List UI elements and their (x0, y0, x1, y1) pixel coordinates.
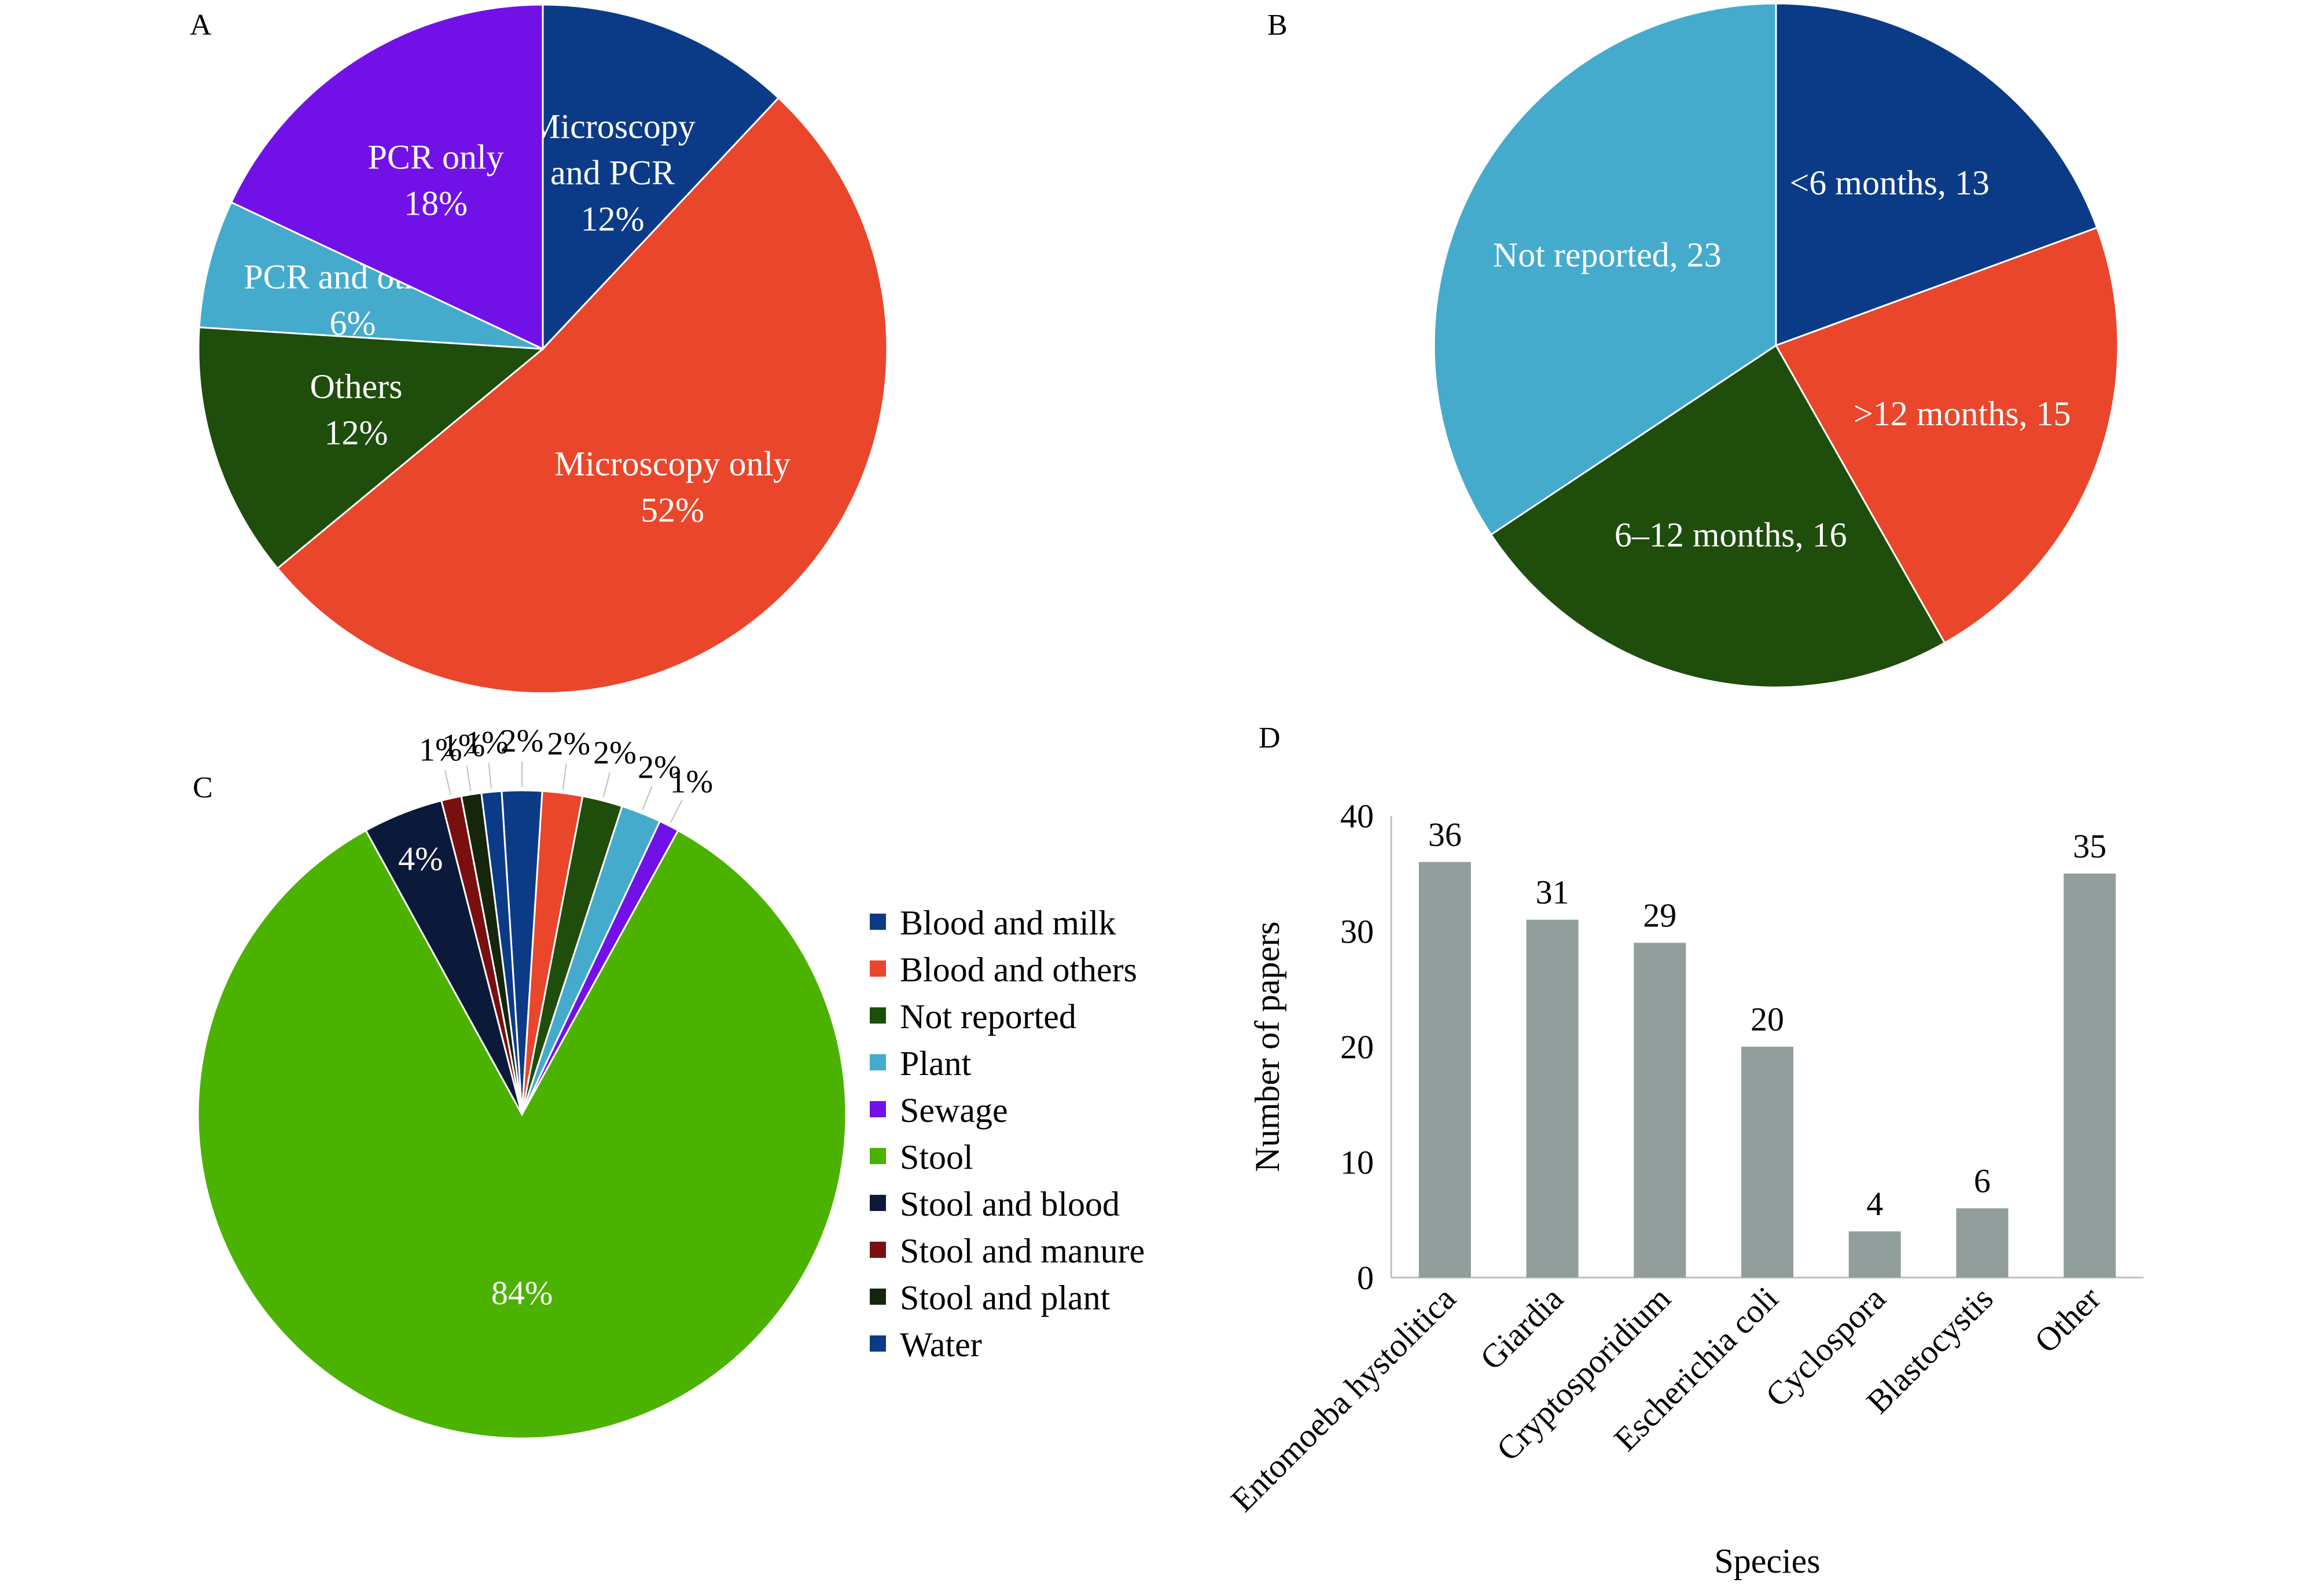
legend-label-water: Water (900, 1326, 982, 1364)
legend-label-sewage: Sewage (900, 1091, 1008, 1129)
pie-b-slice-6-months (1775, 2, 2098, 347)
legend-label-plant: Plant (900, 1044, 972, 1083)
bar-chart-d: 0 10 20 30 40 36 Entomoeba hystolitica 31 Giardi… (1223, 797, 2143, 1580)
bar-d-ytick-1: 10 (1340, 1144, 1374, 1182)
bar-d-datalabel-blastocystis: 6 (1974, 1162, 1991, 1199)
pie-a-slice-others (197, 326, 545, 570)
legend-label-stool-and-plant: Stool and plant (900, 1279, 1110, 1317)
pie-c-leader-stool-and-manure (444, 770, 451, 795)
legend-swatch-stool-and-blood (870, 1195, 886, 1211)
pie-b-slice-not-reported (1433, 2, 1777, 536)
bar-d-bar-other (2064, 873, 2116, 1278)
pie-c-label-stool: 84% (491, 1274, 553, 1312)
panel-label-d: D (1259, 722, 1281, 754)
pie-b-slice-12-months (1774, 226, 2119, 645)
pie-c-label-stool-and-blood: 4% (398, 840, 443, 877)
bar-d-datalabel-entomoeba-hystolitica: 36 (1428, 816, 1462, 853)
pie-c-leader-not-reported (602, 772, 611, 798)
pie-c-label-plant: 2% (638, 749, 681, 785)
legend-label-stool-and-blood: Stool and blood (900, 1185, 1120, 1223)
pie-b-label-6-months-0: <6 months, 13 (1789, 164, 1990, 202)
pie-a-label-microscopy-only-0: Microscopy only (554, 445, 790, 483)
pie-c-leader-plant (642, 786, 653, 811)
pie-b-label-12-months-0: >12 months, 15 (1854, 395, 2071, 433)
pie-a-label-pcr-only-0: PCR only (368, 138, 504, 176)
bar-d-xtick-entomoeba-hystolitica: Entomoeba hystolitica (1223, 1279, 1463, 1519)
legend-swatch-blood-and-others (870, 960, 886, 977)
pie-chart-b: <6 months, 13 >12 months, 15 6–12 months, … (1433, 2, 2119, 689)
pie-b-label-6-12-months-0: 6–12 months, 16 (1615, 516, 1847, 554)
pie-c-leader-blood-and-others (562, 764, 567, 790)
pie-chart-a: Microscopy and PCR 12% Microscopy only 52% Ot… (197, 3, 888, 694)
pie-b-slice-6-12-months (1490, 344, 1946, 689)
pie-a-label-microscopy-and-pcr-0: Microscopy (529, 108, 696, 146)
pie-a-label-others-1: 12% (324, 414, 388, 452)
pie-c-label-sewage: 1% (670, 764, 713, 800)
pie-b-label-not-reported-0: Not reported, 23 (1493, 236, 1722, 274)
pie-chart-c: 2% 2% 2% 2%1%84%4%1%1%1% (197, 723, 847, 1440)
bar-d-datalabel-cyclospora: 4 (1866, 1185, 1883, 1223)
pie-a-slice-pcr-only (230, 3, 544, 351)
pie-a-label-others-0: Others (310, 367, 402, 406)
bar-d-xtick-giardia: Giardia (1473, 1279, 1571, 1377)
pie-c-leader-sewage (670, 800, 683, 823)
pie-c-label-blood-and-others: 2% (547, 726, 591, 762)
pie-a-slice-microscopy-and-pcr (542, 3, 780, 351)
pie-c-label-water: 1% (465, 725, 509, 761)
legend-label-not-reported: Not reported (900, 998, 1076, 1036)
pie-a-label-microscopy-only-1: 52% (641, 491, 704, 529)
bar-d-xtick-other: Other (2027, 1279, 2108, 1360)
bar-d-ytick-3: 30 (1340, 913, 1374, 951)
bar-d-bar-cryptosporidium (1634, 943, 1686, 1278)
bar-d-ylabel: Number of papers (1248, 921, 1286, 1172)
legend-swatch-water (870, 1335, 886, 1352)
panel-label-a: A (190, 9, 212, 42)
bar-d-ytick-2: 20 (1340, 1028, 1374, 1066)
legend-swatch-sewage (870, 1101, 886, 1117)
legend-swatch-blood-and-milk (870, 914, 886, 930)
bar-d-bar-giardia (1526, 919, 1579, 1278)
legend-label-stool-and-manure: Stool and manure (900, 1232, 1145, 1270)
bar-d-ytick-0: 0 (1357, 1259, 1374, 1297)
pie-c-leader-stool-and-plant (466, 765, 472, 792)
pie-a-label-microscopy-and-pcr-1: and PCR (550, 154, 675, 192)
bar-d-datalabel-other: 35 (2073, 827, 2106, 865)
legend-swatch-stool (870, 1148, 886, 1164)
bar-d-xlabel: Species (1714, 1542, 1820, 1580)
bar-d-datalabel-giardia: 31 (1536, 874, 1569, 911)
legend-label-blood-and-milk: Blood and milk (900, 904, 1116, 942)
panel-label-c: C (193, 771, 213, 804)
pie-a-label-microscopy-and-pcr-2: 12% (580, 200, 644, 238)
pie-c-slice-water (480, 790, 523, 1115)
bar-d-bar-entomoeba-hystolitica (1418, 862, 1471, 1278)
pie-a-slice-pcr-and-others (198, 201, 543, 350)
panel-label-b: B (1267, 9, 1288, 42)
bar-d-bar-blastocystis (1956, 1208, 2009, 1278)
pie-c-label-stool-and-manure: 1% (419, 733, 462, 768)
legend-swatch-stool-and-plant (870, 1289, 886, 1305)
pie-a-label-pcr-and-others-1: 6% (330, 304, 376, 343)
legend-label-stool: Stool (900, 1138, 973, 1176)
pie-c-slice-stool (197, 829, 847, 1440)
pie-a-slice-microscopy-only (276, 97, 888, 694)
pie-c-leader-water (488, 763, 492, 789)
bar-d-datalabel-escherichia-coli: 20 (1751, 1000, 1784, 1038)
bar-d-ytick-4: 40 (1340, 797, 1374, 835)
legend-swatch-not-reported (870, 1007, 886, 1024)
bar-d-bar-escherichia-coli (1741, 1047, 1793, 1278)
bar-d-datalabel-cryptosporidium: 29 (1643, 896, 1676, 934)
legend-swatch-plant (870, 1054, 886, 1070)
pie-a-label-pcr-only-1: 18% (404, 185, 468, 223)
pie-c-label-stool-and-plant: 1% (442, 728, 486, 764)
legend-c: Blood and milk Blood and others Not report… (870, 904, 1145, 1364)
pie-c-label-blood-and-milk: 2% (501, 723, 544, 759)
pie-c-label-not-reported: 2% (593, 735, 637, 771)
legend-swatch-stool-and-manure (870, 1242, 886, 1258)
bar-d-bar-cyclospora (1848, 1231, 1901, 1278)
legend-label-blood-and-others: Blood and others (900, 951, 1137, 989)
